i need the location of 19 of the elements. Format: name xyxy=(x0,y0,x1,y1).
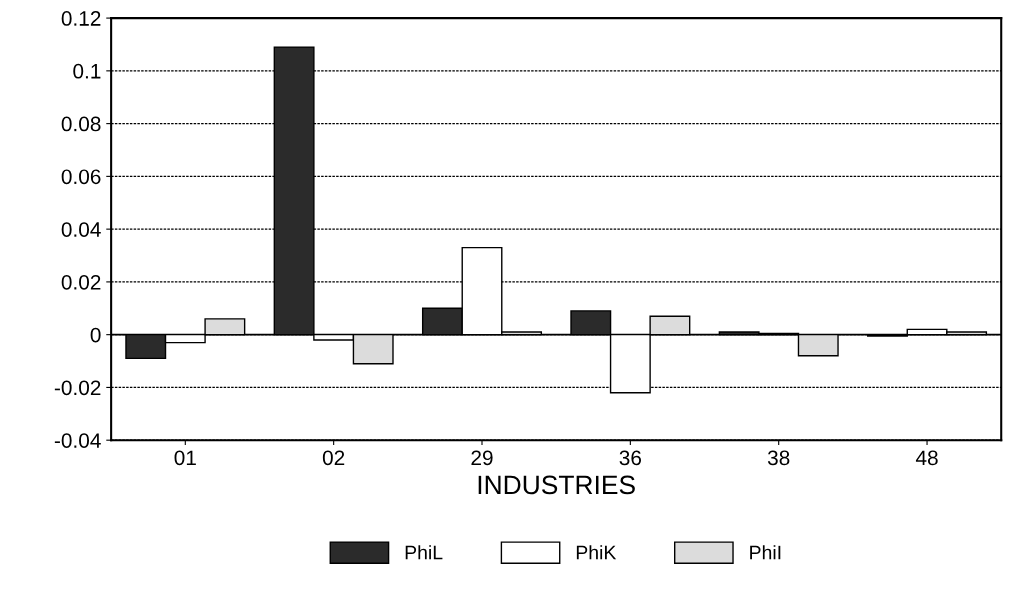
y-tick-label: 0.02 xyxy=(61,274,101,290)
y-tick-label: -0.02 xyxy=(54,380,101,396)
legend-label: PhiK xyxy=(576,545,617,560)
x-tick-label: 36 xyxy=(619,450,642,466)
x-tick-label: 29 xyxy=(471,450,493,466)
x-tick-label: 38 xyxy=(767,450,790,466)
y-tick-label: 0.1 xyxy=(73,63,101,79)
x-axis-title: INDUSTRIES xyxy=(478,475,635,495)
x-tick-label: 48 xyxy=(915,450,938,466)
legend-label: PhiL xyxy=(405,545,443,560)
y-tick-label: 0 xyxy=(90,327,101,343)
x-tick-label: 01 xyxy=(174,450,196,466)
y-tick-label: 0.12 xyxy=(61,11,101,26)
legend-label: PhiI xyxy=(750,545,781,560)
x-tick-label: 02 xyxy=(322,450,345,466)
y-tick-label: -0.04 xyxy=(54,433,101,448)
y-tick-label: 0.04 xyxy=(61,222,101,237)
y-tick-label: 0.06 xyxy=(61,169,101,185)
y-tick-label: 0.08 xyxy=(61,116,101,132)
